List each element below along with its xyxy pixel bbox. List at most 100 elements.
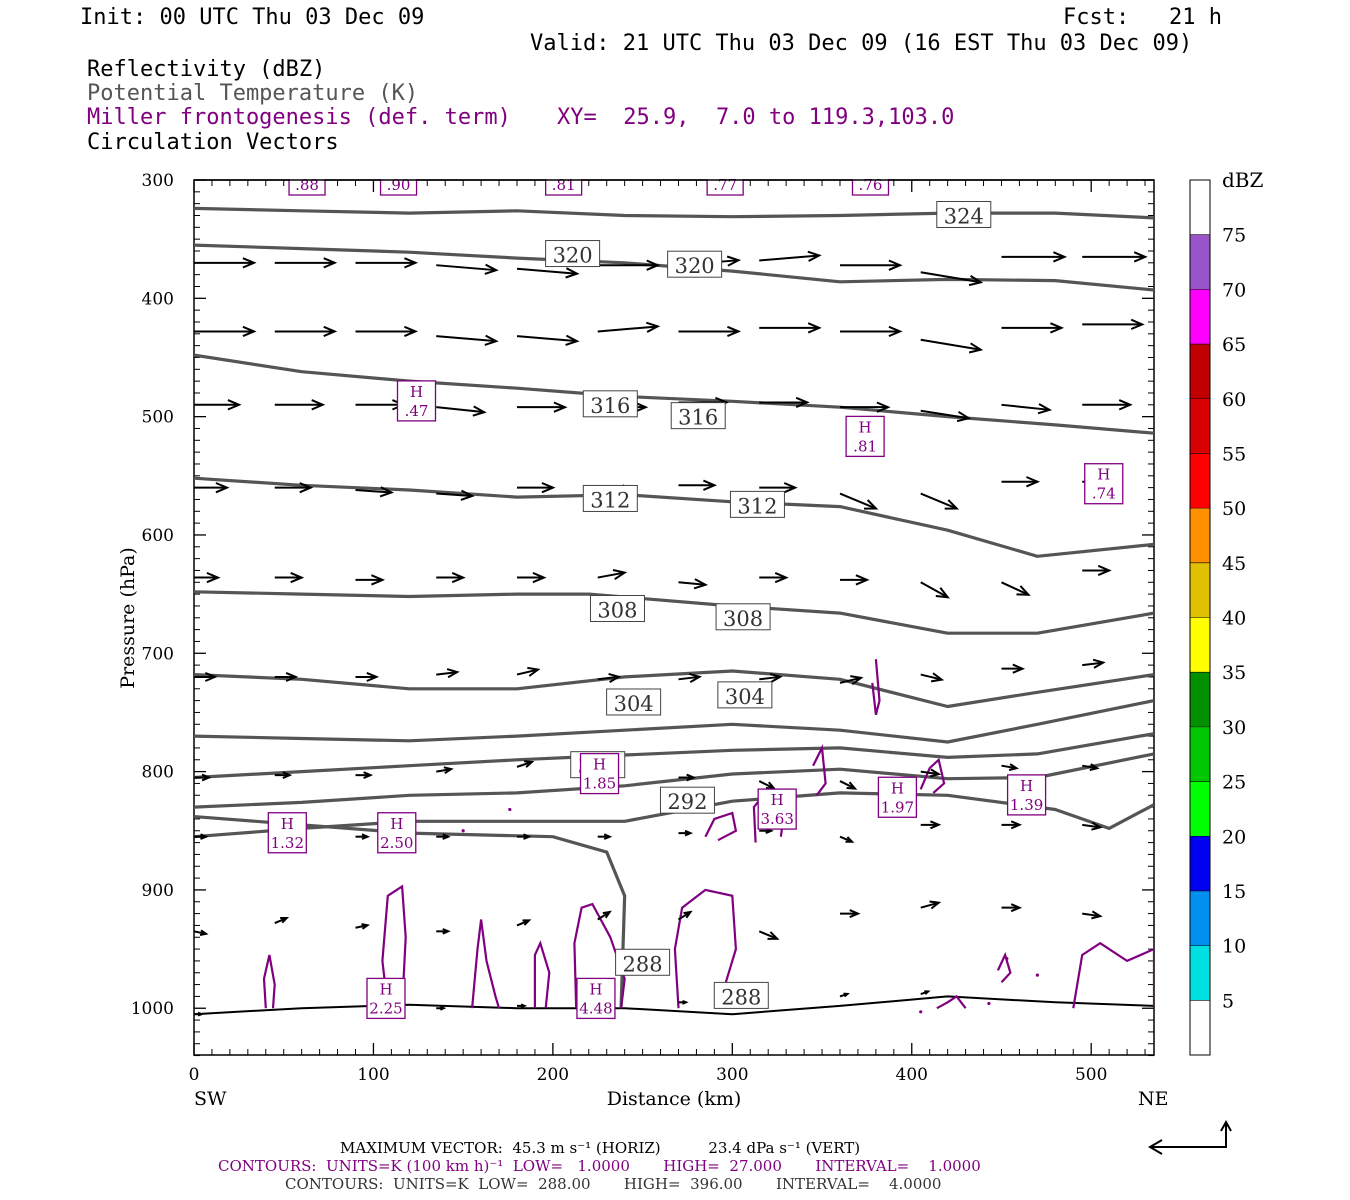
vector-arrowhead: [646, 259, 661, 271]
colorbar-label: 50: [1222, 498, 1246, 520]
fronto-dot: [461, 829, 465, 833]
vector-arrowhead: [532, 571, 547, 584]
theta-contour: [194, 732, 1154, 780]
circulation-vector: [597, 675, 619, 681]
circulation-vector: [516, 760, 533, 768]
circulation-vector: [516, 335, 578, 343]
circulation-vector: [920, 492, 958, 510]
vector-arrowhead: [404, 325, 419, 338]
fronto-max-h: H: [593, 756, 606, 774]
vector-arrowhead: [1173, 652, 1184, 660]
circulation-vector: [839, 492, 877, 510]
circulation-vector: [759, 675, 781, 681]
theta-contour: [194, 669, 1154, 709]
theta-label: 288: [721, 985, 761, 1009]
vector-arrowhead: [565, 267, 580, 279]
fronto-max-h: H: [891, 779, 904, 797]
vector-arrowhead: [930, 820, 942, 830]
fronto-contour: [573, 902, 626, 1009]
fronto-max-box: [267, 812, 307, 854]
theta-contour: [194, 814, 627, 1009]
circulation-vector: [758, 780, 775, 790]
theta-contour: [194, 699, 1154, 744]
theta-contour: [194, 206, 1154, 220]
fronto-max-h: H: [1097, 466, 1110, 484]
x-tick-label: 200: [537, 1065, 569, 1085]
colorbar-label: 40: [1222, 608, 1246, 630]
vector-arrowhead: [1050, 322, 1065, 334]
circulation-vector: [436, 335, 497, 343]
circulation-vector: [1163, 654, 1184, 659]
fronto-max-value: 1.85: [583, 775, 616, 793]
circulation-vector: [597, 571, 625, 579]
theta-label: 316: [590, 394, 630, 418]
vector-arrowhead: [795, 396, 810, 409]
circulation-vector: [920, 581, 949, 599]
vector-arrowhead: [484, 263, 499, 275]
vector-arrowhead: [774, 571, 789, 584]
reference-vector-icon: [1148, 1119, 1232, 1155]
theta-contour-info: CONTOURS: UNITS=K LOW= 288.00 HIGH= 396.…: [285, 1175, 942, 1193]
theta-label: 324: [944, 204, 984, 228]
fronto-max-box: [757, 788, 797, 830]
colorbar-label: 15: [1222, 881, 1246, 903]
fronto-contour: [673, 888, 738, 1009]
vector-arrowhead: [1010, 820, 1023, 830]
theta-label-box: [589, 595, 645, 623]
x-tick-label: 400: [896, 1065, 928, 1085]
theta-label-box: [715, 603, 771, 631]
vector-arrowhead: [693, 578, 709, 590]
vector-arrowhead: [484, 334, 499, 346]
circulation-vector: [839, 780, 856, 790]
circulation-vector: [436, 492, 473, 498]
fronto-max-value: 2.50: [380, 834, 413, 852]
x-axis-title: Distance (km): [607, 1088, 742, 1110]
vector-arrowhead: [541, 482, 556, 494]
vector-arrowhead: [379, 486, 395, 498]
valid-time: Valid: 21 UTC Thu 03 Dec 09 (16 EST Thu …: [530, 31, 1193, 56]
vector-arrowhead: [634, 401, 649, 413]
fronto-contour: [533, 940, 551, 1009]
colorbar-label: 75: [1222, 225, 1246, 247]
fronto-contour: [871, 659, 881, 716]
vector-arrowhead: [1211, 308, 1223, 317]
theta-label-box: [670, 402, 726, 430]
legend-theta: Potential Temperature (K): [87, 81, 419, 106]
ne-label: NE: [1138, 1088, 1169, 1110]
colorbar-segment: [1190, 562, 1210, 618]
fronto-dot: [1005, 956, 1009, 961]
vector-arrowhead: [968, 275, 984, 287]
vector-arrowhead: [863, 499, 879, 510]
max-vector-info: MAXIMUM VECTOR: 45.3 m s⁻¹ (HORIZ) 23.4 …: [340, 1139, 861, 1157]
vector-arrowhead: [783, 482, 798, 494]
colorbar-label: 60: [1222, 389, 1246, 411]
colorbar-label: 5: [1222, 990, 1234, 1012]
colorbar-title: dBZ: [1222, 168, 1264, 192]
vector-arrowhead: [242, 257, 257, 269]
vector-arrowhead: [726, 255, 742, 267]
vector-arrowhead: [1118, 399, 1133, 411]
theta-label-box: [582, 484, 638, 512]
theta-label-box: [582, 390, 638, 418]
circulation-vector: [920, 770, 939, 776]
theta-label-box: [545, 240, 601, 268]
colorbar-label: 20: [1222, 826, 1246, 848]
fronto-contour: [471, 919, 501, 1009]
circulation-vector: [436, 406, 485, 414]
circulation-vector: [516, 267, 578, 275]
vector-arrowhead: [683, 910, 693, 919]
vector-arrowhead: [1091, 910, 1103, 920]
circulation-vector: [1082, 661, 1104, 667]
fronto-max-value: 1.39: [1010, 796, 1043, 814]
circulation-vector: [920, 271, 981, 284]
circulation-vector: [597, 325, 658, 333]
theta-label-box: [667, 250, 723, 278]
fronto-contour: [262, 954, 276, 1009]
vector-arrowhead: [1053, 251, 1068, 263]
vector-arrowhead: [689, 672, 703, 683]
vector-arrowhead: [446, 668, 460, 679]
circulation-vector: [1082, 912, 1101, 918]
fronto-max-value: .47: [405, 402, 429, 420]
vector-arrowhead: [242, 325, 257, 338]
vector-arrowhead: [1092, 658, 1106, 669]
